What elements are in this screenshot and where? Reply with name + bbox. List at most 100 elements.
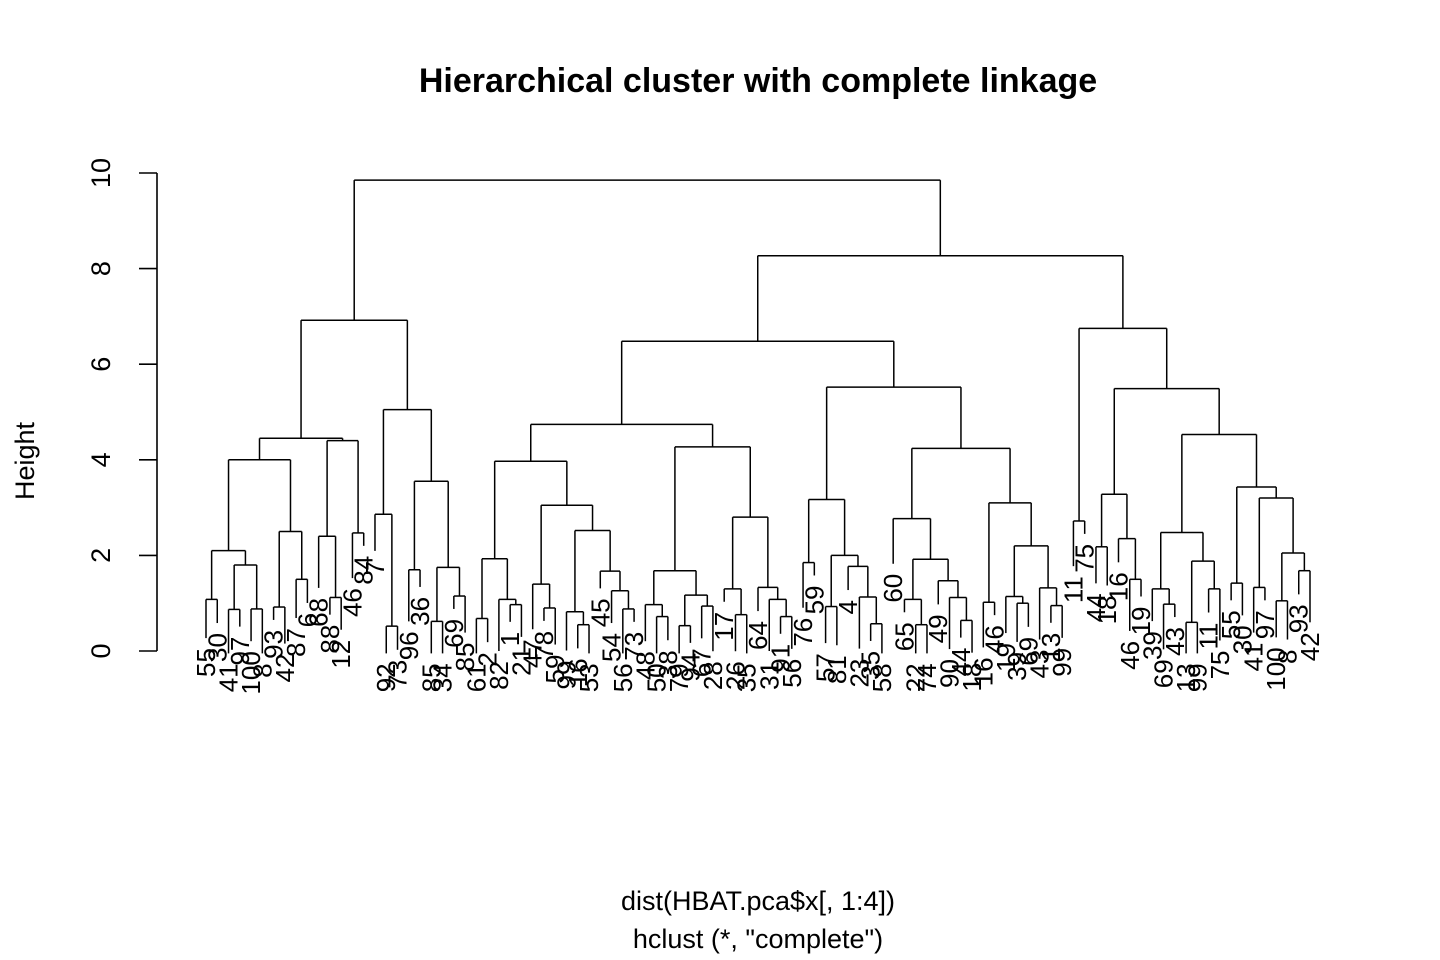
- leaf-label: 47: [518, 639, 548, 668]
- leaf-label: 41: [1239, 643, 1269, 672]
- leaf-label: 28: [698, 661, 728, 690]
- leaf-label: 11: [1194, 623, 1224, 650]
- leaf-label: 56: [777, 659, 807, 688]
- leaf-label: 13: [1036, 633, 1066, 662]
- leaf-label: 46: [1115, 641, 1145, 670]
- leaf-label: 75: [1070, 544, 1100, 573]
- leaf-label: 79: [664, 663, 694, 692]
- leaf-label: 35: [856, 651, 886, 680]
- leaf-label: 4: [833, 600, 863, 614]
- leaf-label: 16: [968, 657, 998, 686]
- leaf-label: 31: [754, 661, 784, 690]
- leaf-label: 44: [946, 648, 976, 677]
- leaf-label: 34: [428, 663, 458, 692]
- leaf-label: 57: [811, 653, 841, 682]
- dendrogram-tree: [205, 179, 1311, 654]
- leaf-label: 1: [495, 632, 525, 646]
- leaf-label: 13: [1171, 663, 1201, 692]
- leaf-label: 44: [1081, 593, 1111, 622]
- leaf-label: 92: [371, 663, 401, 692]
- leaf-label: 8: [1272, 650, 1302, 664]
- leaf-label: 58: [867, 663, 897, 692]
- y-tick-label: 6: [86, 357, 116, 372]
- leaf-label: 84: [349, 556, 379, 585]
- leaf-label: 22: [901, 663, 931, 692]
- leaf-label: 68: [304, 598, 334, 627]
- leaf-label: 73: [619, 632, 649, 661]
- leaf-label: 73: [383, 660, 413, 689]
- leaf-label: 85: [450, 643, 480, 672]
- leaf-label: 23: [844, 659, 874, 688]
- leaf-label: 17: [709, 612, 739, 641]
- leaf-label: 36: [405, 597, 435, 626]
- leaf-label: 54: [597, 633, 627, 662]
- leaf-label: 96: [394, 631, 424, 660]
- leaf-label: 48: [630, 651, 660, 680]
- leaf-label: 39: [1137, 631, 1167, 660]
- leaf-label: 39: [1002, 652, 1032, 681]
- leaf-label: 35: [732, 663, 762, 692]
- leaf-label: 59: [540, 655, 570, 684]
- chart-title: Hierarchical cluster with complete linka…: [419, 62, 1097, 100]
- leaf-label: 90: [935, 659, 965, 688]
- leaf-label: 100: [1261, 647, 1291, 690]
- leaf-label: 7: [360, 561, 390, 575]
- leaf-label: 60: [878, 574, 908, 603]
- leaf-label: 56: [608, 663, 638, 692]
- leaf-label: 64: [743, 621, 773, 650]
- leaf-label: 100: [236, 651, 266, 694]
- leaf-label: 49: [923, 614, 953, 643]
- leaf-label: 8: [247, 663, 277, 677]
- leaf-label: 16: [1103, 572, 1133, 601]
- leaf-label: 65: [889, 622, 919, 651]
- y-axis: 0 2 4 6 8 10: [86, 158, 158, 659]
- leaf-label: 94: [675, 653, 705, 682]
- leaf-label: 19: [991, 643, 1021, 672]
- leaf-label: 21: [506, 647, 536, 676]
- leaf-label: 18: [1092, 596, 1122, 625]
- leaf-label: 76: [788, 618, 818, 647]
- leaf-label: 99: [1182, 663, 1212, 692]
- leaf-label: 69: [1013, 637, 1043, 666]
- leaf-label: 19: [1126, 607, 1156, 636]
- leaf-label: 55: [191, 648, 221, 677]
- leaf-label: 53: [574, 663, 604, 692]
- leaf-label: 43: [1160, 627, 1190, 656]
- leaf-label: 81: [822, 655, 852, 684]
- leaf-label: 59: [799, 585, 829, 614]
- leaf-label: 43: [1025, 650, 1055, 679]
- y-axis-label: Height: [10, 421, 40, 500]
- leaf-label: 42: [270, 654, 300, 683]
- leaf-label: 55: [1216, 610, 1246, 639]
- leaf-label: 30: [202, 633, 232, 662]
- leaf-label: 50: [642, 663, 672, 692]
- leaf-label: 87: [281, 628, 311, 657]
- leaf-label: 2: [473, 652, 503, 666]
- leaf-label: 45: [585, 598, 615, 627]
- leaf-label: 88: [315, 625, 345, 654]
- leaf-label: 42: [1295, 632, 1325, 661]
- leaf-label: 82: [484, 661, 514, 690]
- leaf-label: 6: [292, 613, 322, 627]
- leaf-label: 85: [416, 663, 446, 692]
- leaf-label: 12: [326, 640, 356, 669]
- y-tick-label: 10: [86, 158, 116, 188]
- y-tick-label: 0: [86, 643, 116, 658]
- leaf-label: 46: [980, 625, 1010, 654]
- leaf-label: 97: [225, 637, 255, 666]
- y-tick-label: 4: [86, 452, 116, 467]
- x-axis-label: dist(HBAT.pca$x[, 1:4]): [621, 886, 895, 916]
- leaf-label: 93: [1284, 604, 1314, 633]
- leaf-label: 75: [1205, 650, 1235, 679]
- leaf-label: 69: [439, 619, 469, 648]
- leaf-label: 93: [259, 630, 289, 659]
- leaf-label: 78: [529, 631, 559, 660]
- leaf-label: 26: [720, 661, 750, 690]
- leaf-label: 99: [551, 661, 581, 690]
- leaf-label: 74: [912, 663, 942, 692]
- method-subtitle: hclust (*, "complete"): [633, 924, 883, 954]
- leaf-label: 11: [1058, 576, 1088, 603]
- leaf-label: 67: [687, 648, 717, 677]
- leaf-label: 46: [337, 588, 367, 617]
